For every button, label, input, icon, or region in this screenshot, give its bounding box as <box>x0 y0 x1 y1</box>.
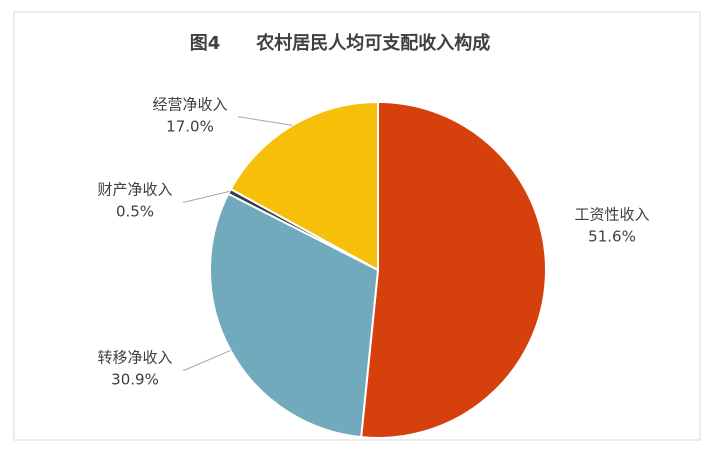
value-label: 30.9% <box>111 371 159 389</box>
category-label: 财产净收入 <box>97 181 172 199</box>
leader-line <box>183 350 231 371</box>
category-label: 经营净收入 <box>152 96 227 114</box>
pie-slice <box>209 192 380 439</box>
leader-line <box>238 116 293 126</box>
value-label: 17.0% <box>166 118 214 136</box>
chart-title: 图4 农村居民人均可支配收入构成 <box>190 32 491 54</box>
pie-slice <box>360 100 547 439</box>
category-label: 工资性收入 <box>574 206 649 224</box>
value-label: 51.6% <box>588 228 636 246</box>
pie-slice <box>229 100 379 272</box>
category-label: 转移净收入 <box>97 349 172 367</box>
value-label: 0.5% <box>116 203 154 221</box>
leader-line <box>183 190 230 203</box>
